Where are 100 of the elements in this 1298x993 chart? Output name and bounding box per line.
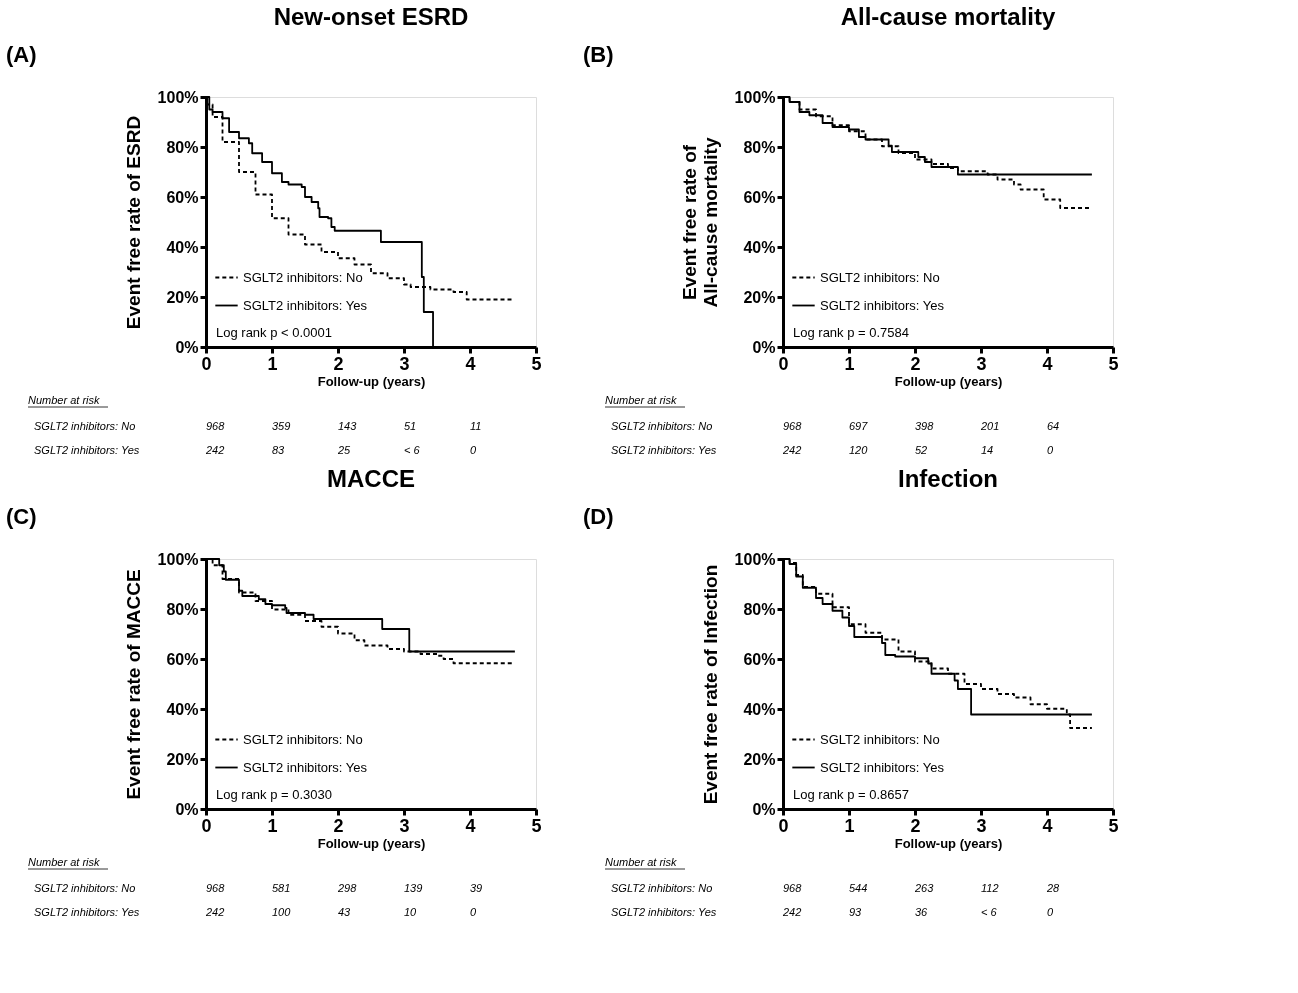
legend-label: SGLT2 inhibitors: No — [820, 731, 940, 747]
text: SGLT2 inhibitors: No — [611, 420, 713, 432]
y-tick-label: 80% — [743, 138, 776, 156]
text: (A) — [6, 42, 37, 67]
text: 64 — [1047, 420, 1060, 432]
legend-label: SGLT2 inhibitors: Yes — [820, 297, 945, 313]
text: 0 — [470, 906, 477, 918]
text: 10 — [404, 906, 418, 918]
y-tick-label: 80% — [743, 600, 776, 618]
y-tick-label: 20% — [166, 750, 199, 768]
text: 697 — [849, 420, 869, 432]
chart-title: Infection — [898, 465, 998, 492]
text: 968 — [206, 882, 226, 894]
text: 100 — [272, 906, 292, 918]
y-tick-label: 20% — [743, 288, 776, 306]
y-tick-label: 100% — [734, 88, 776, 106]
annotation: Log rank p = 0.3030 — [216, 787, 333, 802]
x-tick-label: 5 — [531, 353, 542, 374]
x-tick-label: 2 — [333, 353, 344, 374]
y-tick-label: 60% — [743, 650, 776, 668]
text: 581 — [272, 882, 291, 894]
x-tick-label: 0 — [778, 815, 789, 836]
text: 544 — [849, 882, 868, 894]
y-tick-label: 60% — [166, 188, 199, 206]
text: (B) — [583, 42, 614, 67]
annotation: Log rank p = 0.8657 — [793, 787, 910, 802]
text: SGLT2 inhibitors: No — [34, 420, 136, 432]
x-axis-title: Follow-up (years) — [894, 373, 1003, 389]
x-axis-title: Follow-up (years) — [317, 373, 426, 389]
text: 968 — [206, 420, 226, 432]
y-tick-label: 40% — [166, 700, 199, 718]
text: < 6 — [981, 906, 998, 918]
text: 398 — [915, 420, 935, 432]
x-tick-label: 1 — [267, 815, 278, 836]
text: Number at risk — [28, 856, 101, 868]
y-tick-label: 0% — [175, 800, 199, 818]
chart-title: New-onset ESRD — [273, 3, 469, 30]
y-tick-label: 60% — [743, 188, 776, 206]
x-tick-label: 1 — [267, 353, 278, 374]
text: 25 — [337, 444, 352, 456]
x-tick-label: 1 — [844, 815, 855, 836]
y-tick-label: 100% — [734, 550, 776, 568]
legend-label: SGLT2 inhibitors: No — [243, 731, 363, 747]
text: 359 — [272, 420, 291, 432]
text: Number at risk — [605, 856, 678, 868]
text: SGLT2 inhibitors: Yes — [611, 444, 717, 456]
text: 242 — [782, 906, 802, 918]
text: 83 — [272, 444, 286, 456]
text: 14 — [981, 444, 994, 456]
text: 52 — [915, 444, 928, 456]
x-tick-label: 3 — [976, 815, 987, 836]
chart-title: All-cause mortality — [840, 3, 1057, 30]
x-tick-label: 3 — [976, 353, 987, 374]
legend-label: SGLT2 inhibitors: No — [820, 269, 940, 285]
y-tick-label: 0% — [175, 338, 199, 356]
text: (C) — [6, 504, 37, 529]
x-tick-label: 5 — [531, 815, 542, 836]
text: 51 — [404, 420, 417, 432]
text: SGLT2 inhibitors: No — [611, 882, 713, 894]
text: 120 — [849, 444, 869, 456]
y-tick-label: 40% — [743, 700, 776, 718]
text: 143 — [338, 420, 358, 432]
x-tick-label: 4 — [465, 353, 476, 374]
text: 242 — [205, 444, 225, 456]
text: 43 — [338, 906, 352, 918]
legend-label: SGLT2 inhibitors: No — [243, 269, 363, 285]
text: 0 — [470, 444, 477, 456]
x-tick-label: 2 — [333, 815, 344, 836]
x-tick-label: 0 — [778, 353, 789, 374]
legend-label: SGLT2 inhibitors: Yes — [243, 759, 368, 775]
x-tick-label: 2 — [910, 353, 921, 374]
y-axis-title: Event free rate of ESRD — [122, 115, 144, 330]
x-tick-label: 2 — [910, 815, 921, 836]
x-tick-label: 3 — [399, 815, 410, 836]
legend-label: SGLT2 inhibitors: Yes — [243, 297, 368, 313]
text: 242 — [782, 444, 802, 456]
text: 968 — [783, 420, 803, 432]
y-tick-label: 0% — [752, 338, 776, 356]
y-tick-label: 20% — [166, 288, 199, 306]
x-axis-title: Follow-up (years) — [894, 835, 1003, 851]
y-axis-title: Event free rate of MACCE — [122, 569, 144, 800]
text: 0 — [1047, 444, 1054, 456]
text: 11 — [470, 420, 482, 432]
text: 112 — [981, 882, 999, 894]
text: SGLT2 inhibitors: Yes — [34, 444, 140, 456]
text: 263 — [914, 882, 935, 894]
y-tick-label: 20% — [743, 750, 776, 768]
text: 0 — [1047, 906, 1054, 918]
text: SGLT2 inhibitors: Yes — [611, 906, 717, 918]
text: 298 — [337, 882, 358, 894]
y-tick-label: 100% — [157, 550, 199, 568]
y-tick-label: 40% — [743, 238, 776, 256]
x-tick-label: 4 — [465, 815, 476, 836]
text: SGLT2 inhibitors: Yes — [34, 906, 140, 918]
x-tick-label: 4 — [1042, 353, 1053, 374]
text: (D) — [583, 504, 614, 529]
y-axis-title: Event free rate of All-cause mortality — [678, 137, 721, 308]
x-tick-label: 5 — [1108, 815, 1119, 836]
text: 28 — [1046, 882, 1061, 894]
x-tick-label: 0 — [201, 815, 212, 836]
